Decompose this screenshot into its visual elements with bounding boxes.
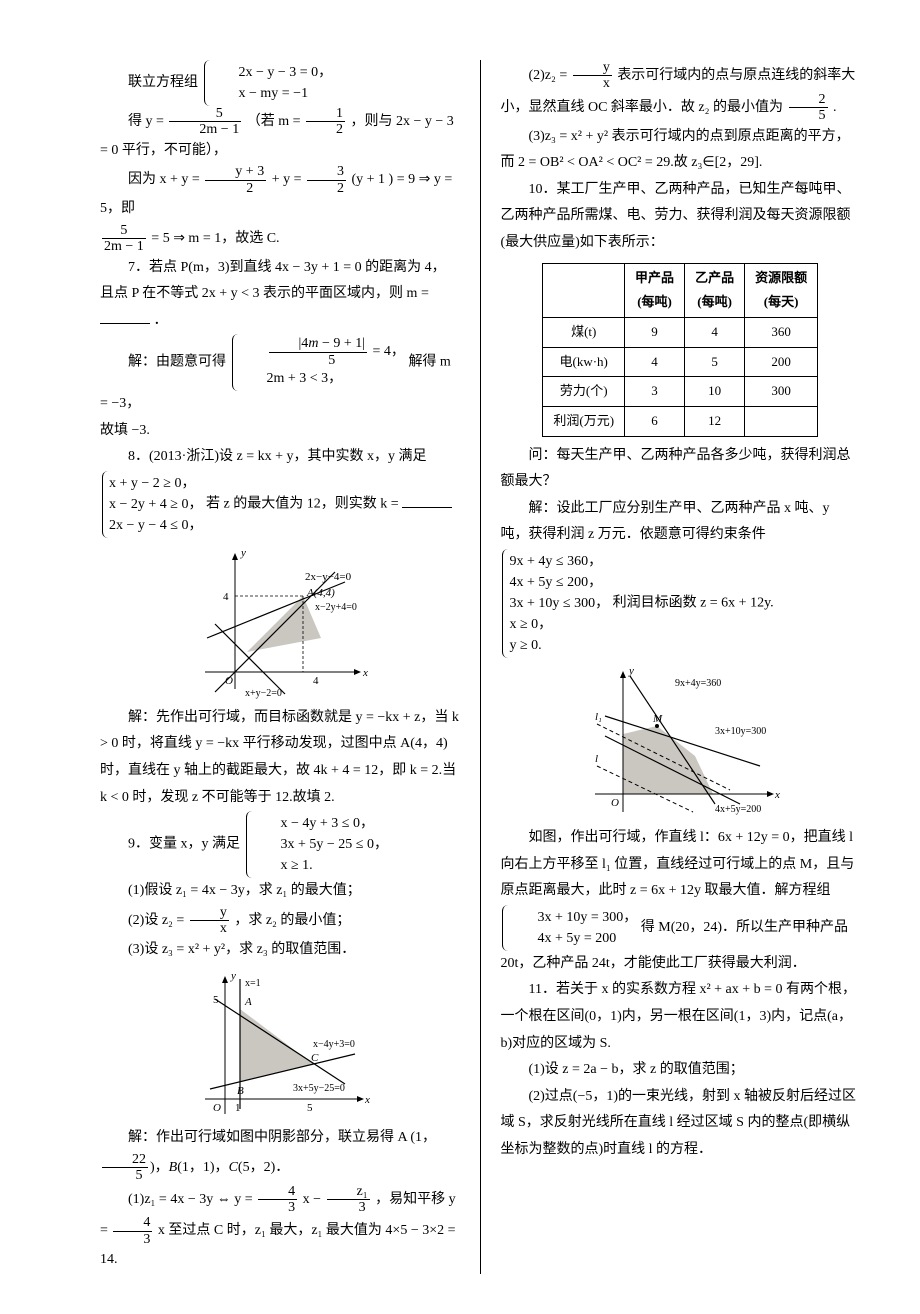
svg-text:O: O (611, 797, 619, 809)
svg-text:5: 5 (307, 1102, 313, 1114)
q10-b: 问：每天生产甲、乙两种产品各多少吨，获得利润总额最大？ (500, 443, 860, 496)
q10: 10．某工厂生产甲、乙两种产品，已知生产每吨甲、乙两种产品所需煤、电、劳力、获得… (500, 177, 860, 257)
q8: 8．(2013·浙江)设 z = kx + y，其中实数 x，y 满足 (100, 444, 460, 471)
q9-sol-1: (1)z₁ = 4x − 3y ⇔ y = 43 x − z₁3 ，易知平移 y… (100, 1184, 460, 1274)
svg-text:M: M (652, 713, 663, 725)
q9-3: (3)设 z₃ = x² + y²，求 z₃ 的取值范围． (100, 937, 460, 964)
svg-text:A(4,4): A(4,4) (306, 587, 335, 599)
svg-text:9x+4y=360: 9x+4y=360 (675, 678, 721, 689)
svg-text:2x−y−4=0: 2x−y−4=0 (305, 571, 352, 583)
q10-sol: 解：设此工厂应分别生产甲、乙两种产品 x 吨、y 吨，获得利润 z 万元．依题意… (500, 496, 860, 549)
svg-text:3x+10y=300: 3x+10y=300 (715, 726, 766, 737)
blank (100, 309, 150, 324)
figure-3: O x y 9x+4y=360 3x+10y=300 4x+5y=200 M l… (575, 664, 785, 819)
svg-text:4x+5y=200: 4x+5y=200 (715, 804, 761, 815)
svg-text:A: A (244, 996, 252, 1008)
svg-text:l: l (595, 753, 598, 765)
svg-text:B: B (237, 1085, 244, 1097)
q10-sol-b: 如图，作出可行域，作直线 l：6x + 12y = 0，把直线 l 向右上方平移… (500, 825, 860, 977)
right-column: (2)z₂ = yx 表示可行域内的点与原点连线的斜率大小，显然直线 OC 斜率… (484, 60, 860, 1274)
svg-text:3x+5y−25=0: 3x+5y−25=0 (293, 1083, 345, 1094)
svg-text:O: O (225, 675, 233, 687)
svg-text:4: 4 (223, 591, 229, 603)
svg-text:5: 5 (213, 994, 219, 1006)
svg-text:x: x (364, 1094, 370, 1106)
q10-sys: 9x + 4y ≤ 360， 4x + 5y ≤ 200， 3x + 10y ≤… (500, 549, 860, 658)
q9-sol-a: 解：作出可行域如图中阴影部分，联立易得 A (1，225)，B(1，1)，C(5… (100, 1125, 460, 1183)
svg-text:O: O (213, 1102, 221, 1114)
q7-sol: 解：由题意可得 |4m − 9 + 1|5 = 4， 2m + 3 < 3， 解… (100, 334, 460, 417)
q7: 7．若点 P(m，3)到直线 4x − 3y + 1 = 0 的距离为 4，且点… (100, 255, 460, 335)
blank (402, 493, 452, 508)
system: 2x − y − 3 = 0， x − my = −1 (204, 60, 333, 106)
svg-text:y: y (230, 970, 236, 982)
svg-text:x: x (362, 667, 368, 679)
r-p2: (3)z₃ = x² + y² 表示可行域内的点到原点距离的平方，而 2 = O… (500, 124, 860, 177)
q11: 11．若关于 x 的实系数方程 x² + ax + b = 0 有两个根，一个根… (500, 977, 860, 1057)
q7-sol2: 故填 −3. (100, 418, 460, 445)
q8-sol: 解：先作出可行域，而目标函数就是 y = −kx + z，当 k > 0 时，将… (100, 705, 460, 811)
svg-text:C: C (311, 1052, 319, 1064)
p: 联立方程组 2x − y − 3 = 0， x − my = −1 (100, 60, 460, 106)
q11-2: (2)过点(−5，1)的一束光线，射到 x 轴被反射后经过区域 S，求反射光线所… (500, 1084, 860, 1164)
q9: 9．变量 x，y 满足 x − 4y + 3 ≤ 0， 3x + 5y − 25… (100, 811, 460, 878)
column-divider (480, 60, 481, 1274)
svg-text:y: y (240, 547, 246, 559)
p: 得 y = 52m − 1 （若 m = 12 ，则与 2x − y − 3 =… (100, 106, 460, 164)
svg-text:4: 4 (313, 675, 319, 687)
svg-text:x−2y+4=0: x−2y+4=0 (315, 602, 357, 613)
left-column: 联立方程组 2x − y − 3 = 0， x − my = −1 得 y = … (100, 60, 476, 1274)
resource-table: 甲产品(每吨) 乙产品(每吨) 资源限额(每天) 煤(t)94360 电(kw·… (542, 263, 818, 437)
svg-text:x: x (774, 789, 780, 801)
svg-text:x−4y+3=0: x−4y+3=0 (313, 1039, 355, 1050)
svg-text:1: 1 (235, 1102, 241, 1114)
p: 因为 x + y = y + 32 + y = 32 (y + 1 ) = 9 … (100, 164, 460, 222)
text: 联立方程组 (128, 75, 198, 90)
r-p1: (2)z₂ = yx 表示可行域内的点与原点连线的斜率大小，显然直线 OC 斜率… (500, 60, 860, 124)
q9-2: (2)设 z₂ = yx ，求 z₂ 的最小值； (100, 905, 460, 937)
figure-1: O x y 2x−y−4=0 A(4,4) x−2y+4=0 x+y−2=0 4… (185, 544, 375, 699)
svg-text:l₁: l₁ (595, 711, 602, 723)
svg-text:x+y−2=0: x+y−2=0 (245, 688, 282, 699)
svg-text:y: y (628, 665, 634, 677)
q8-sys: x + y − 2 ≥ 0， x − 2y + 4 ≥ 0， 2x − y − … (100, 471, 460, 538)
q9-1: (1)假设 z₁ = 4x − 3y，求 z₁ 的最大值； (100, 878, 460, 905)
p: 52m − 1 = 5 ⇒ m = 1，故选 C. (100, 223, 460, 255)
q11-1: (1)设 z = 2a − b，求 z 的取值范围； (500, 1057, 860, 1084)
svg-text:x=1: x=1 (245, 978, 261, 989)
figure-2: O x y x=1 A B C x−4y+3=0 3x+5y−25=0 5 5 … (185, 969, 375, 1119)
